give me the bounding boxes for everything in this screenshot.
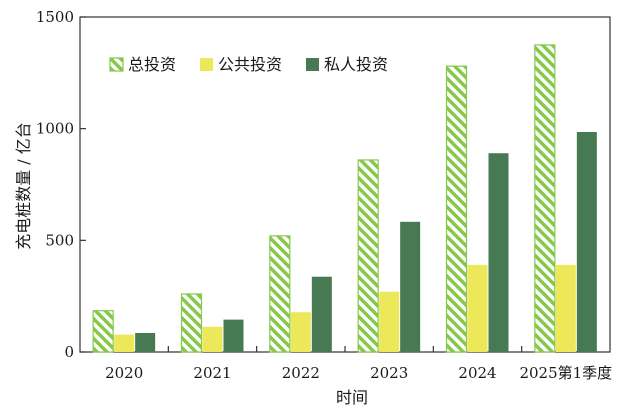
bar <box>445 65 468 353</box>
y-tick-label: 1000 <box>36 120 74 138</box>
y-tick-label: 500 <box>45 231 74 249</box>
y-axis-title: 充电桩数量 / 亿台 <box>14 122 33 250</box>
legend-label: 公共投资 <box>218 55 282 74</box>
x-tick-label: 2024 <box>458 364 496 382</box>
bar <box>400 221 421 352</box>
bar <box>135 333 156 352</box>
bar <box>180 293 203 353</box>
bar <box>555 264 576 352</box>
legend-swatch <box>109 57 124 72</box>
bar <box>467 264 488 352</box>
legend-swatch <box>200 58 213 71</box>
legend-label: 总投资 <box>128 55 176 74</box>
bar <box>223 319 244 352</box>
bar <box>488 153 509 352</box>
y-tick-label: 1500 <box>36 8 74 26</box>
legend-swatch <box>306 58 319 71</box>
x-tick-label: 2021 <box>193 364 231 382</box>
y-axis: 0 500 1000 1500 <box>36 8 86 361</box>
legend-label: 私人投资 <box>324 55 388 74</box>
legend: 总投资 公共投资 私人投资 <box>109 55 388 74</box>
bars <box>92 44 597 353</box>
bar <box>311 276 332 352</box>
bar <box>202 326 223 352</box>
bar <box>379 291 400 352</box>
x-axis: 2020 2021 2022 2023 2024 2025第1季度 <box>105 346 612 382</box>
bar <box>576 132 597 352</box>
x-tick-label: 2025第1季度 <box>519 364 612 382</box>
bar <box>357 159 379 353</box>
x-tick-label: 2020 <box>105 364 143 382</box>
bar <box>534 44 556 353</box>
bar <box>114 334 135 352</box>
x-tick-label: 2022 <box>282 364 320 382</box>
bar <box>92 310 114 353</box>
bar <box>290 312 311 352</box>
x-axis-title: 时间 <box>336 388 368 407</box>
y-tick-label: 0 <box>64 343 74 361</box>
x-tick-label: 2023 <box>370 364 408 382</box>
bar <box>269 235 291 353</box>
